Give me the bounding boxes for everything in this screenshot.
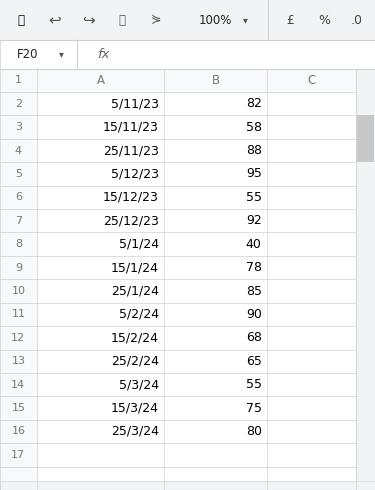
- Text: C: C: [308, 74, 316, 87]
- Text: 5/12/23: 5/12/23: [111, 168, 159, 180]
- Text: 5/3/24: 5/3/24: [118, 378, 159, 391]
- Text: 15/12/23: 15/12/23: [103, 191, 159, 204]
- Text: 82: 82: [246, 97, 262, 110]
- Text: 88: 88: [246, 144, 262, 157]
- Text: B: B: [212, 74, 220, 87]
- Text: 80: 80: [246, 425, 262, 438]
- Text: 58: 58: [246, 121, 262, 134]
- Text: 1: 1: [15, 75, 22, 85]
- Text: 9: 9: [15, 263, 22, 272]
- Text: 68: 68: [246, 331, 262, 344]
- Text: 6: 6: [15, 193, 22, 202]
- Text: 12: 12: [11, 333, 26, 343]
- Bar: [0, 40, 77, 69]
- Text: 🔍: 🔍: [17, 14, 24, 26]
- Bar: [0, 0, 375, 40]
- Bar: [0, 69, 375, 92]
- Text: 16: 16: [11, 426, 26, 437]
- Text: 25/11/23: 25/11/23: [103, 144, 159, 157]
- Bar: [0, 40, 375, 69]
- Text: 17: 17: [11, 450, 26, 460]
- Text: F20: F20: [17, 48, 39, 61]
- Text: 65: 65: [246, 355, 262, 368]
- Text: 100%: 100%: [199, 14, 232, 26]
- Text: ⋟: ⋟: [150, 14, 161, 26]
- Text: 10: 10: [11, 286, 26, 296]
- Text: 15/1/24: 15/1/24: [111, 261, 159, 274]
- Text: 🖨: 🖨: [118, 14, 125, 26]
- Text: fx: fx: [97, 48, 109, 61]
- Text: 95: 95: [246, 168, 262, 180]
- Text: 5/2/24: 5/2/24: [118, 308, 159, 321]
- Text: 4: 4: [15, 146, 22, 155]
- Text: 7: 7: [15, 216, 22, 226]
- Text: 3: 3: [15, 122, 22, 132]
- Text: 15: 15: [11, 403, 26, 413]
- Text: £: £: [286, 14, 295, 26]
- Text: 25/2/24: 25/2/24: [111, 355, 159, 368]
- Text: .0: .0: [350, 14, 362, 26]
- Text: %: %: [318, 14, 330, 26]
- Text: 5: 5: [15, 169, 22, 179]
- Text: 25/3/24: 25/3/24: [111, 425, 159, 438]
- Text: 55: 55: [246, 191, 262, 204]
- Text: ▾: ▾: [59, 49, 64, 59]
- Text: 2: 2: [15, 98, 22, 109]
- Bar: [357, 116, 374, 162]
- Text: 40: 40: [246, 238, 262, 251]
- Text: 8: 8: [15, 239, 22, 249]
- Bar: [0, 481, 375, 490]
- Text: 55: 55: [246, 378, 262, 391]
- Text: 75: 75: [246, 402, 262, 415]
- Text: 25/12/23: 25/12/23: [103, 214, 159, 227]
- Text: 85: 85: [246, 285, 262, 297]
- Text: ▾: ▾: [243, 15, 248, 25]
- Text: 13: 13: [11, 356, 26, 366]
- Text: 78: 78: [246, 261, 262, 274]
- Bar: [0, 69, 37, 490]
- Text: 90: 90: [246, 308, 262, 321]
- Text: ↪: ↪: [82, 13, 94, 27]
- Text: 5/11/23: 5/11/23: [111, 97, 159, 110]
- Bar: [356, 69, 375, 490]
- Text: 15/11/23: 15/11/23: [103, 121, 159, 134]
- Text: 15/2/24: 15/2/24: [111, 331, 159, 344]
- Text: 92: 92: [246, 214, 262, 227]
- Text: 11: 11: [11, 309, 26, 319]
- Text: ↩: ↩: [48, 13, 61, 27]
- Text: A: A: [96, 74, 105, 87]
- Text: 14: 14: [11, 380, 26, 390]
- Text: 15/3/24: 15/3/24: [111, 402, 159, 415]
- Text: 25/1/24: 25/1/24: [111, 285, 159, 297]
- Text: 5/1/24: 5/1/24: [118, 238, 159, 251]
